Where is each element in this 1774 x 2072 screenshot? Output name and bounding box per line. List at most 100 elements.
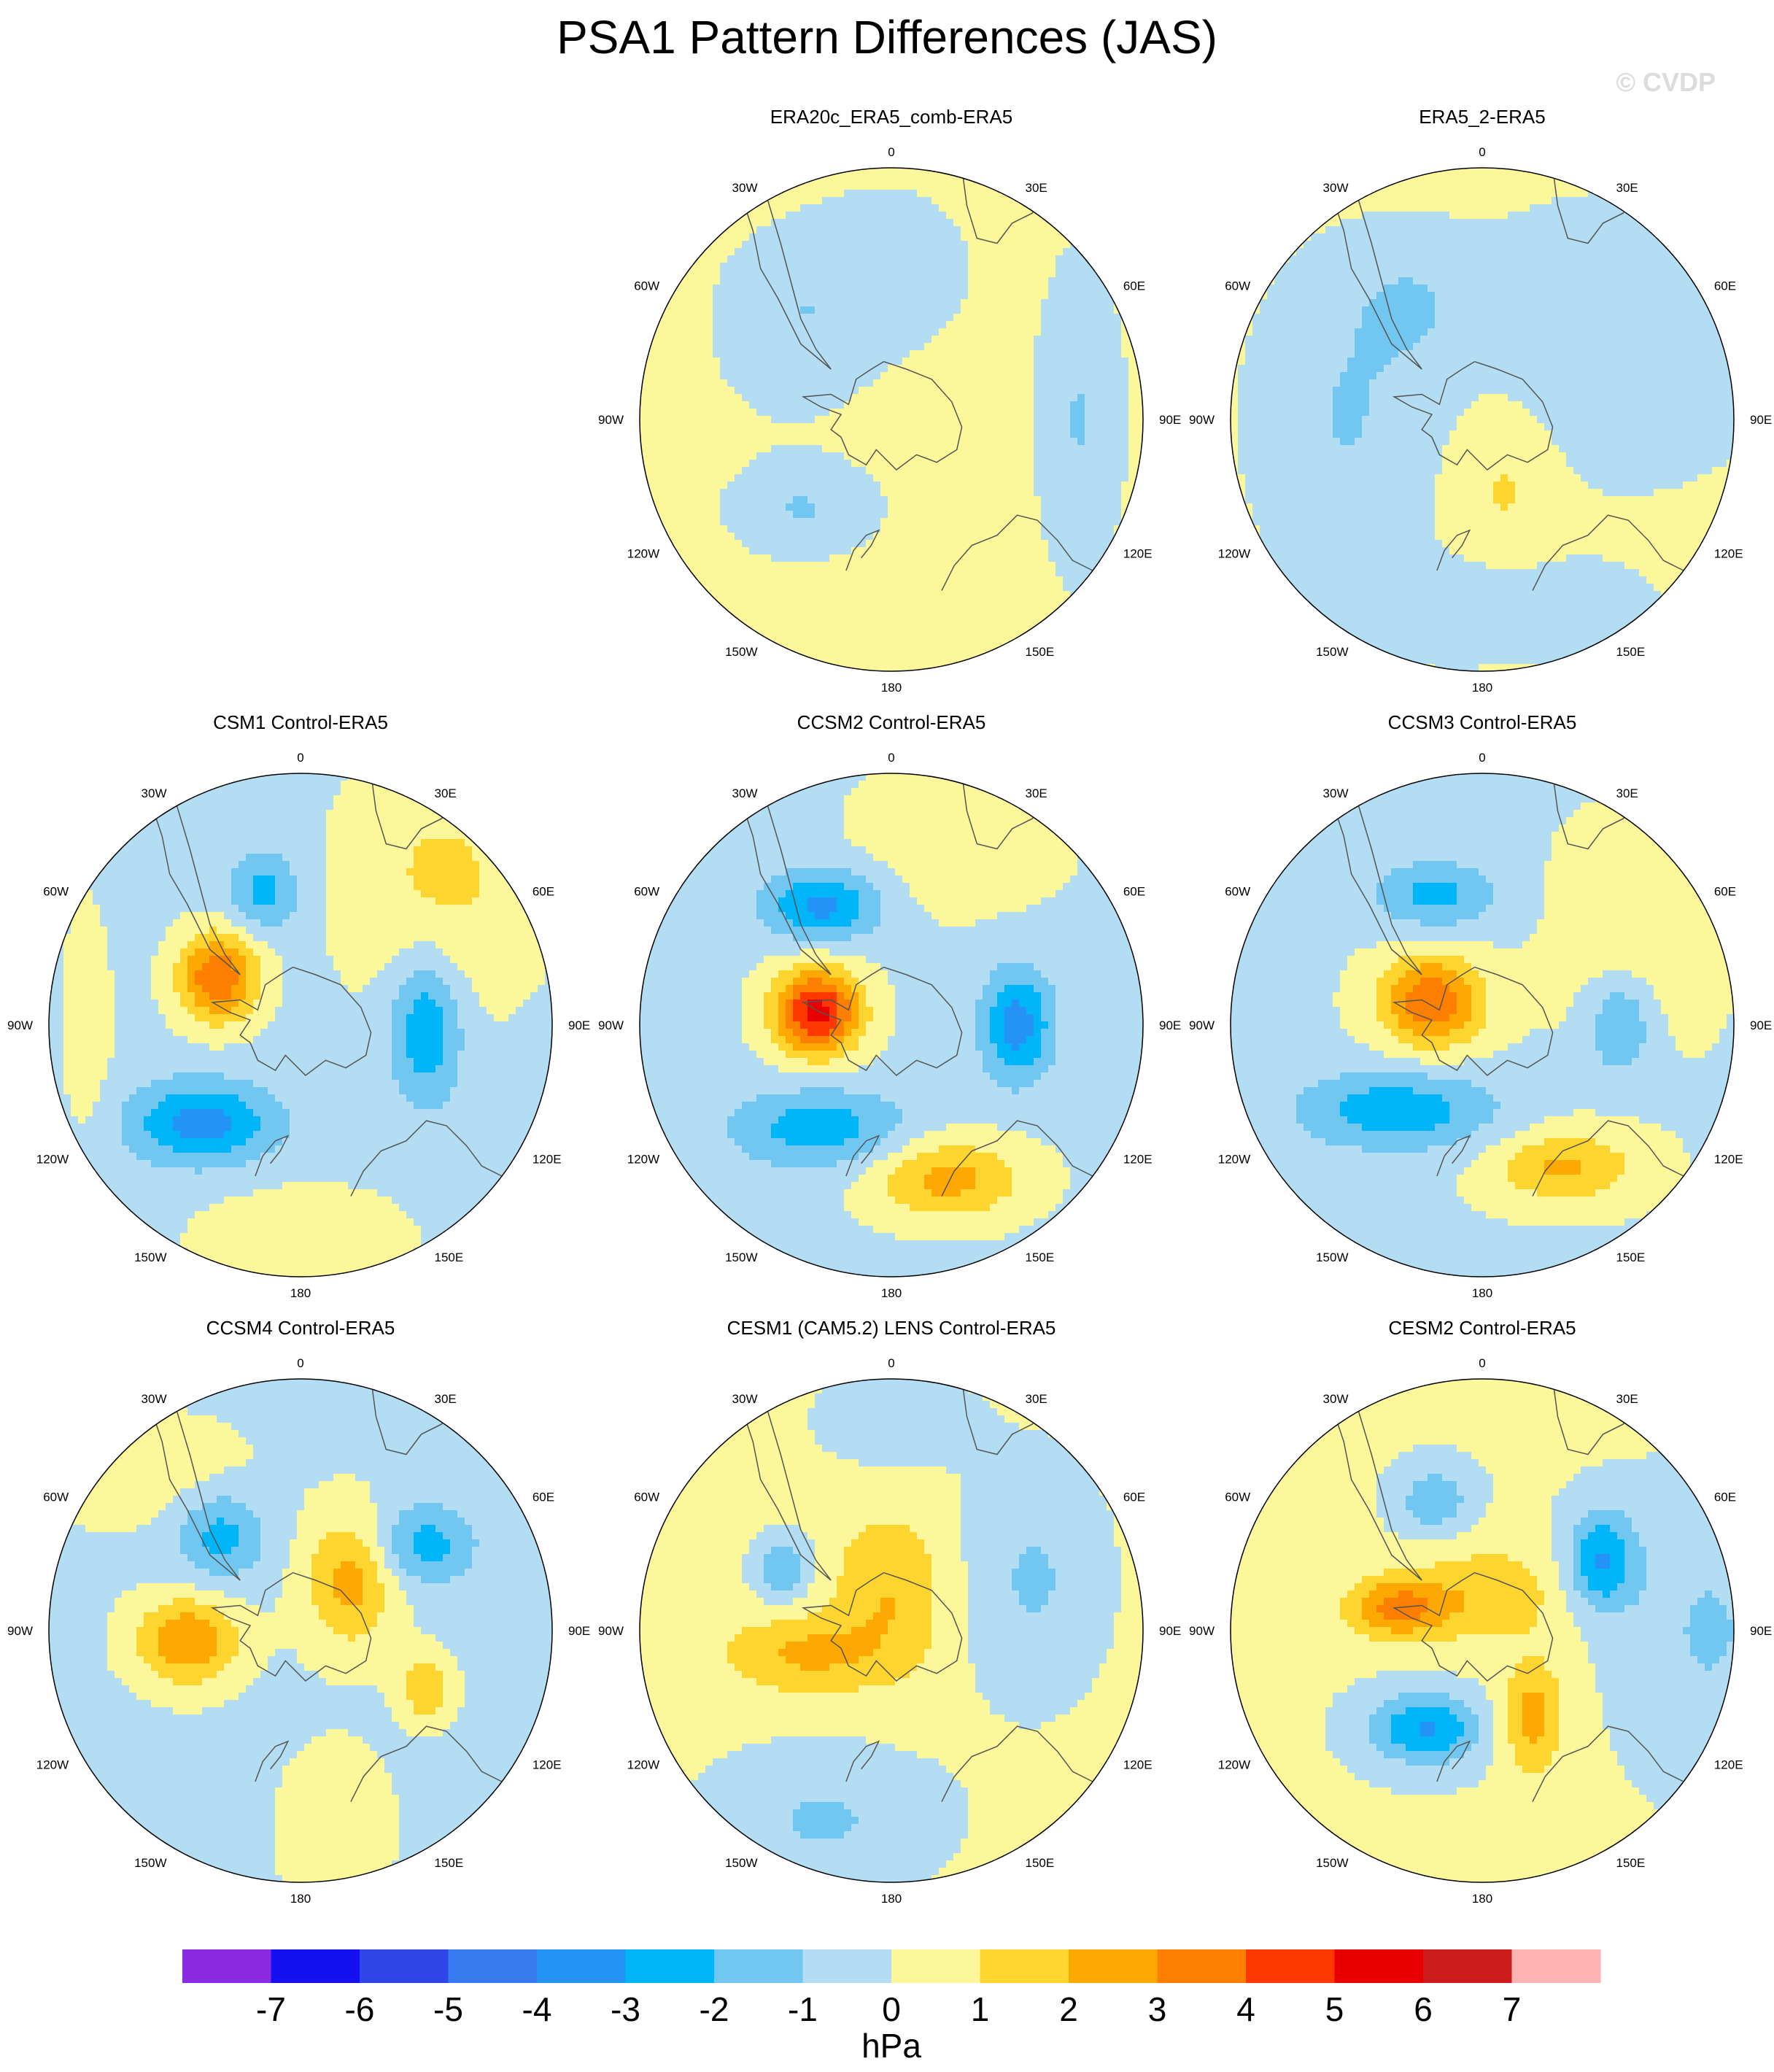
- field-cell: [793, 365, 801, 373]
- field-cell: [1063, 496, 1071, 504]
- field-cell: [1617, 248, 1625, 256]
- field-cell: [1034, 314, 1042, 322]
- field-cell: [844, 263, 852, 271]
- field-cell: [1085, 569, 1093, 577]
- field-cell: [1325, 255, 1333, 263]
- field-cell: [800, 285, 808, 293]
- field-cell: [1318, 270, 1326, 278]
- field-cell: [939, 511, 947, 519]
- field-cell: [720, 533, 728, 541]
- field-cell: [844, 190, 852, 198]
- field-cell: [917, 416, 925, 424]
- field-cell: [961, 233, 969, 241]
- field-cell: [698, 306, 706, 314]
- field-cell: [975, 606, 983, 614]
- field-cell: [1099, 306, 1107, 314]
- field-cell: [888, 423, 896, 431]
- field-cell: [931, 635, 940, 643]
- field-cell: [640, 482, 648, 490]
- field-cell: [851, 547, 859, 555]
- field-cell: [873, 226, 881, 234]
- field-cell: [720, 430, 728, 438]
- field-cell: [1449, 248, 1457, 256]
- field-cell: [1603, 292, 1611, 300]
- field-cell: [888, 613, 896, 621]
- field-cell: [851, 642, 859, 650]
- field-cell: [654, 423, 662, 431]
- field-cell: [829, 460, 837, 468]
- field-cell: [859, 357, 867, 366]
- field-cell: [968, 197, 976, 205]
- field-cell: [815, 372, 823, 380]
- field-cell: [880, 591, 888, 599]
- field-cell: [815, 518, 823, 526]
- field-cell: [771, 576, 779, 584]
- field-cell: [1384, 270, 1392, 278]
- field-cell: [1355, 299, 1363, 307]
- field-cell: [778, 584, 786, 592]
- field-cell: [1092, 445, 1100, 453]
- field-cell: [1420, 263, 1428, 271]
- field-cell: [793, 357, 801, 366]
- field-cell: [1384, 292, 1392, 300]
- field-cell: [771, 299, 779, 307]
- field-cell: [1034, 226, 1042, 234]
- field-cell: [1004, 474, 1012, 482]
- field-cell: [873, 496, 881, 504]
- field-cell: [859, 285, 867, 293]
- field-cell: [990, 379, 998, 387]
- field-cell: [786, 496, 794, 504]
- field-cell: [910, 482, 918, 490]
- field-cell: [873, 467, 881, 475]
- field-cell: [975, 219, 983, 227]
- field-cell: [800, 336, 808, 344]
- field-cell: [1034, 416, 1042, 424]
- field-cell: [807, 518, 816, 526]
- field-cell: [931, 182, 940, 190]
- field-cell: [1522, 212, 1530, 220]
- field-cell: [983, 467, 991, 475]
- field-cell: [1340, 219, 1348, 227]
- field-cell: [1063, 365, 1071, 373]
- field-cell: [1318, 306, 1326, 314]
- field-cell: [1004, 241, 1012, 249]
- field-cell: [1034, 627, 1042, 635]
- field-cell: [676, 445, 684, 453]
- field-cell: [983, 204, 991, 212]
- field-cell: [1034, 409, 1042, 417]
- field-cell: [771, 569, 779, 577]
- field-cell: [829, 182, 837, 190]
- field-cell: [829, 248, 837, 256]
- field-cell: [1479, 226, 1487, 234]
- field-cell: [800, 482, 808, 490]
- field-cell: [749, 328, 757, 336]
- field-cell: [1544, 263, 1552, 271]
- field-cell: [1019, 613, 1027, 621]
- field-cell: [1376, 233, 1384, 241]
- field-cell: [888, 336, 896, 344]
- field-cell: [683, 306, 692, 314]
- field-cell: [1041, 482, 1049, 490]
- field-cell: [1573, 321, 1581, 329]
- field-cell: [1041, 591, 1049, 599]
- field-cell: [1128, 416, 1136, 424]
- field-cell: [1661, 248, 1669, 256]
- field-cell: [720, 452, 728, 460]
- field-cell: [735, 533, 743, 541]
- field-cell: [800, 379, 808, 387]
- field-cell: [807, 445, 816, 453]
- field-cell: [1617, 299, 1625, 307]
- field-cell: [786, 343, 794, 351]
- field-cell: [786, 518, 794, 526]
- field-cell: [939, 365, 947, 373]
- field-cell: [1012, 489, 1020, 497]
- field-cell: [698, 379, 706, 387]
- coastline: [801, 360, 963, 471]
- field-cell: [1428, 226, 1436, 234]
- field-cell: [880, 518, 888, 526]
- field-cell: [910, 569, 918, 577]
- field-cell: [720, 438, 728, 446]
- field-cell: [1690, 285, 1698, 293]
- field-cell: [975, 343, 983, 351]
- field-cell: [1362, 255, 1370, 263]
